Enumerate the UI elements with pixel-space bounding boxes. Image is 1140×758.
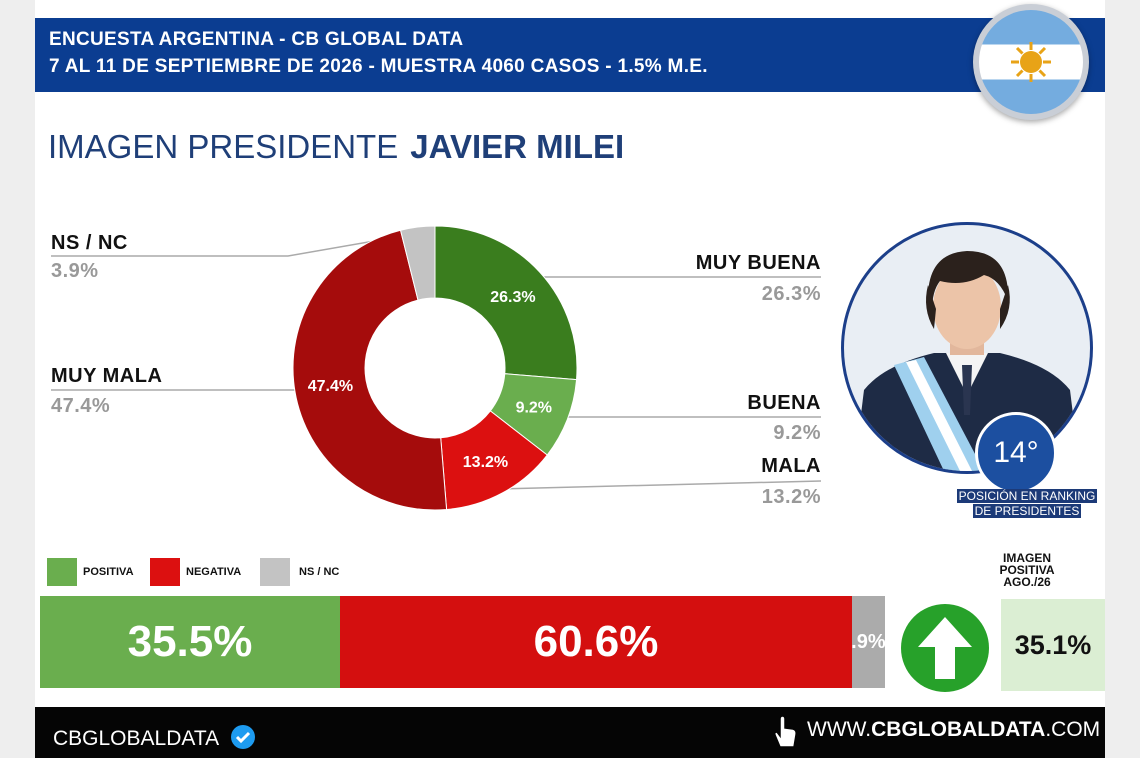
donut-label-buena: 9.2% (516, 399, 552, 416)
donut-label-muy-buena: 26.3% (490, 289, 535, 306)
footer-brand: CBGLOBALDATA (53, 719, 255, 751)
label-buena: BUENA (747, 392, 821, 414)
up-arrow-icon (901, 604, 989, 692)
website-link[interactable]: WWW.CBGLOBALDATA.COM (807, 718, 1101, 741)
page-title: IMAGEN PRESIDENTE JAVIER MILEI (48, 128, 625, 165)
pct-muy-buena: 26.3% (761, 283, 821, 305)
label-muy-mala: MUY MALA (51, 365, 163, 387)
legend-label-positiva: POSITIVA (83, 566, 134, 578)
summary-bar-nsnc: 3.9% (852, 596, 885, 688)
summary-bar-negativa: 60.6% (339, 596, 853, 688)
pointer-hand-icon (774, 715, 797, 748)
president-name: JAVIER MILEI (410, 128, 625, 165)
legend-label-negativa: NEGATIVA (186, 566, 242, 578)
legend-swatch-negativa (150, 558, 180, 586)
donut-slice-muy-mala (292, 229, 448, 511)
pct-nsnc: 3.9% (51, 260, 99, 282)
survey-details: 7 AL 11 DE SEPTIEMBRE DE 2026 - MUESTRA … (49, 56, 708, 77)
pct-mala: 13.2% (761, 486, 821, 508)
pct-buena: 9.2% (773, 422, 821, 444)
header-banner: ENCUESTA ARGENTINA - CB GLOBAL DATA 7 AL… (35, 18, 1105, 92)
legend-swatch-nsnc (260, 558, 290, 586)
donut-slice-muy-buena (434, 225, 578, 381)
label-nsnc: NS / NC (51, 232, 128, 254)
ranking-caption: POSICIÓN EN RANKING DE PRESIDENTES (956, 489, 1098, 518)
summary-bar-positiva: 35.5% (40, 596, 340, 688)
previous-label: IMAGEN POSITIVA AGO./26 (999, 551, 1055, 589)
label-mala: MALA (761, 455, 821, 477)
president-portrait (841, 222, 1093, 474)
donut-label-mala: 13.2% (463, 454, 508, 471)
previous-value: 35.1% (1001, 599, 1105, 691)
donut-chart: 26.3% 9.2% 13.2% 47.4% (292, 225, 578, 511)
leader-line-mala (495, 480, 822, 490)
legend-label-nsnc: NS / NC (299, 566, 340, 578)
donut-label-muy-mala: 47.4% (308, 378, 353, 395)
label-muy-buena: MUY BUENA (695, 252, 821, 274)
pct-muy-mala: 47.4% (51, 395, 111, 417)
verified-badge-icon (230, 725, 255, 749)
legend-swatch-positiva (47, 558, 77, 586)
infographic-card: ENCUESTA ARGENTINA - CB GLOBAL DATA 7 AL… (35, 0, 1105, 758)
donut-slice-ns-nc (399, 225, 436, 301)
survey-title: ENCUESTA ARGENTINA - CB GLOBAL DATA (49, 29, 464, 50)
ranking-position: 14° (975, 412, 1057, 494)
footer: CBGLOBALDATA WWW.CBGLOBALDATA.COM (35, 707, 1105, 758)
argentina-flag-icon (973, 4, 1089, 120)
